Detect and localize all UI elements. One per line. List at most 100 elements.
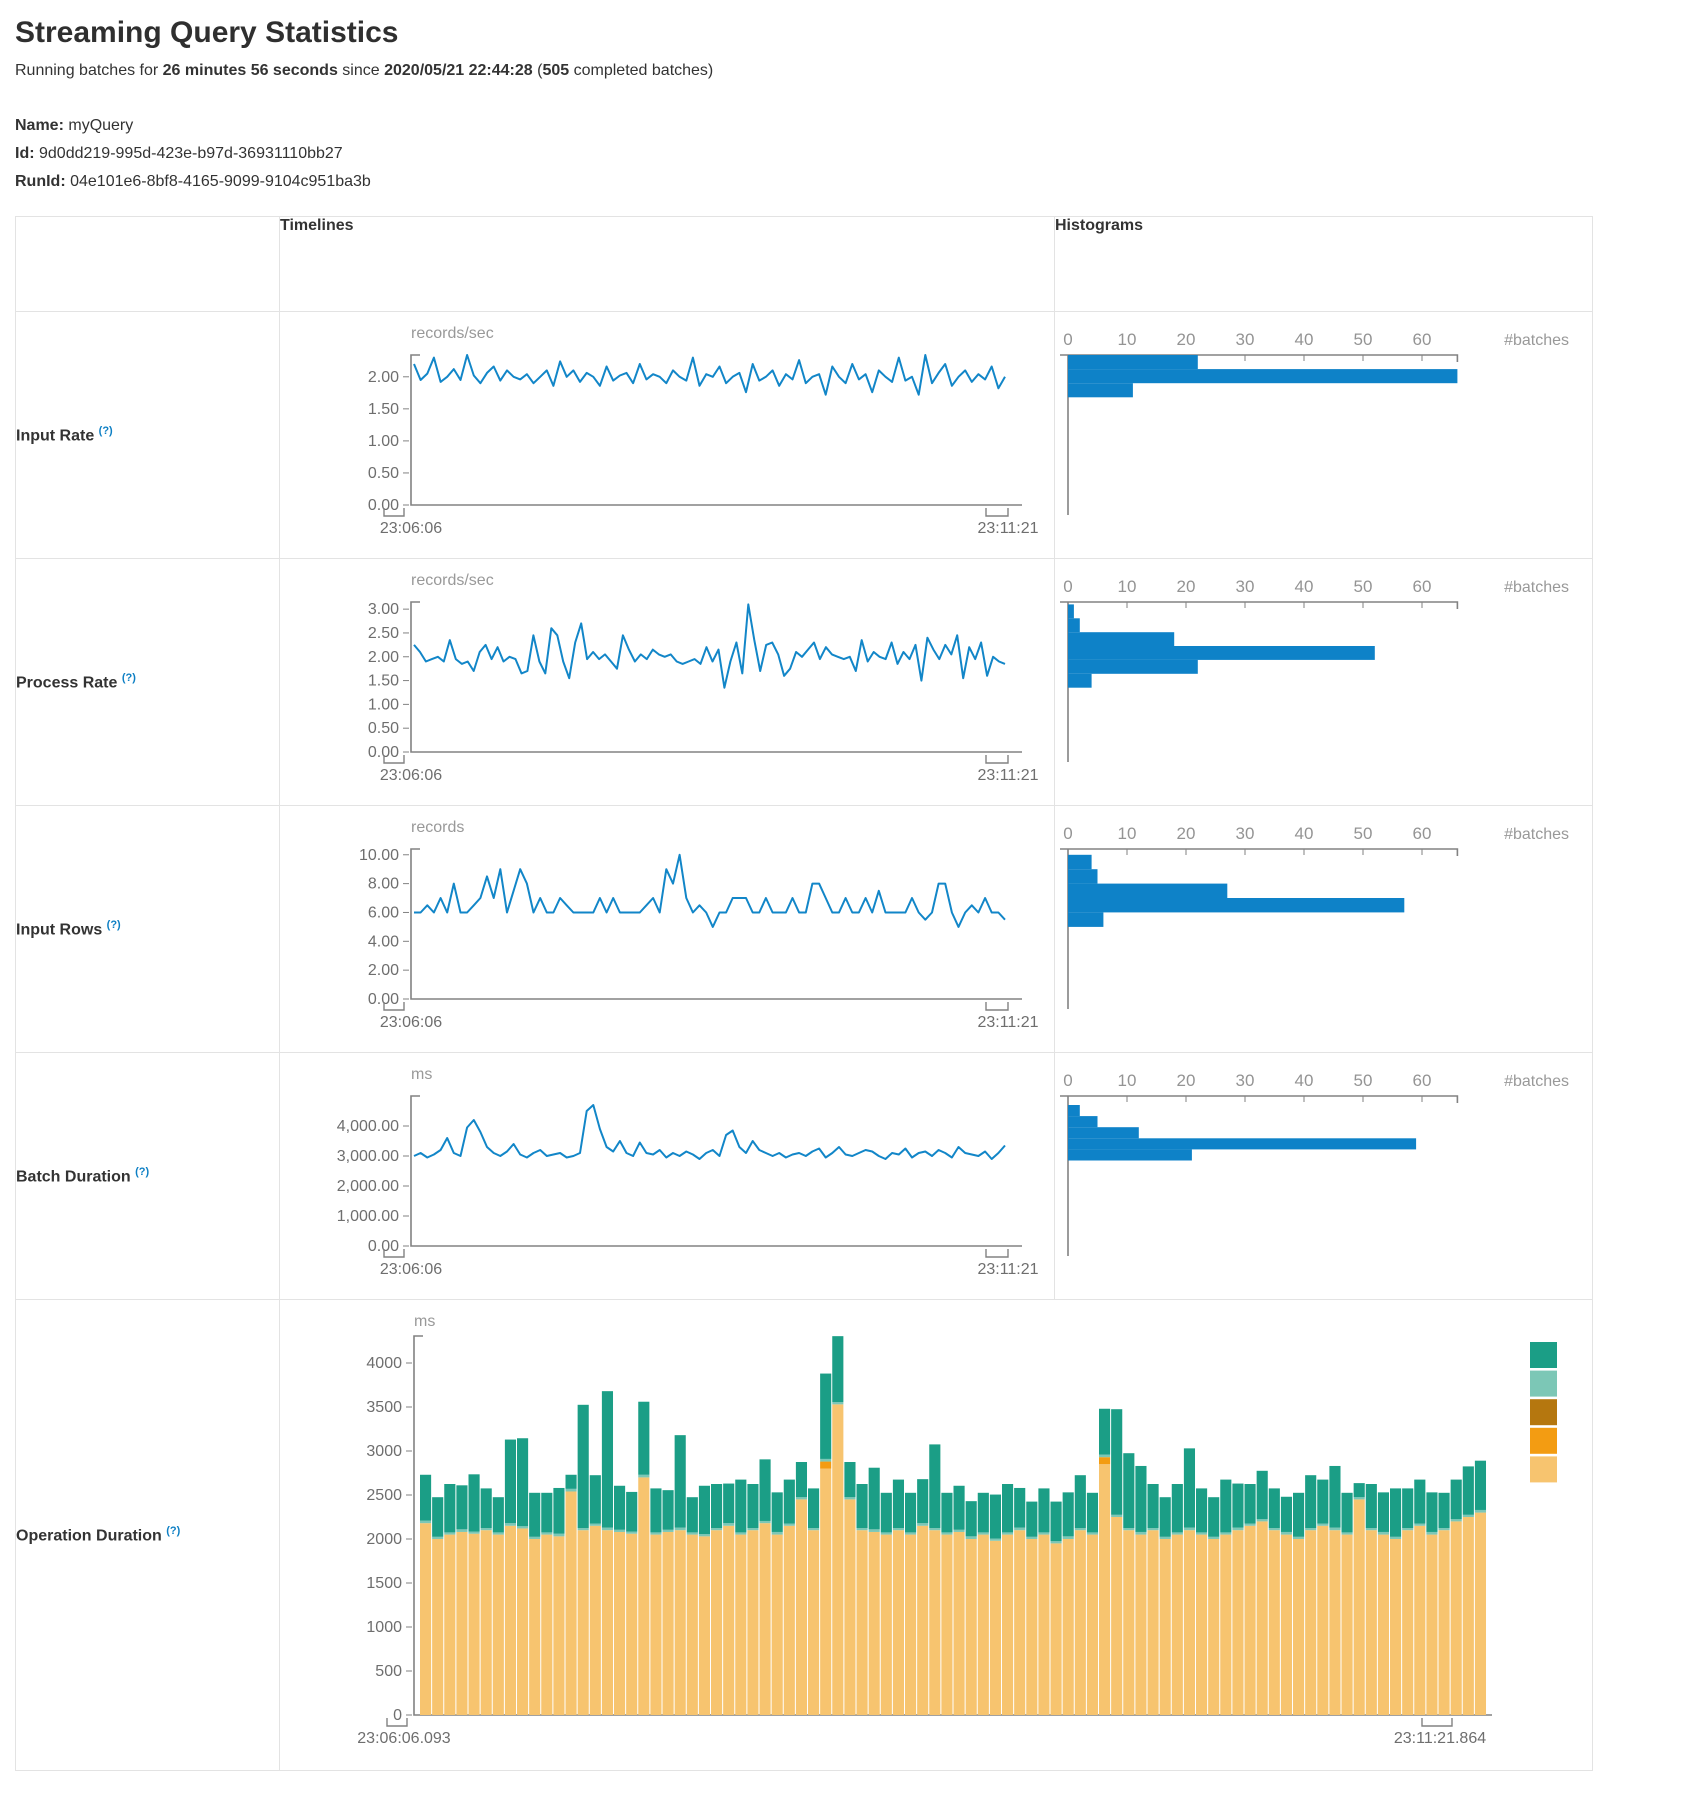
query-runid-value: 04e101e6-8bf8-4165-9099-9104c951ba3b bbox=[70, 173, 371, 190]
svg-text:50: 50 bbox=[1354, 824, 1373, 843]
svg-text:23:06:06: 23:06:06 bbox=[380, 520, 442, 537]
input-rows-label: Input Rows bbox=[16, 921, 103, 939]
svg-text:20: 20 bbox=[1177, 330, 1196, 349]
running-prefix: Running batches for bbox=[15, 62, 159, 79]
start-time: 2020/05/21 22:44:28 bbox=[384, 62, 533, 79]
svg-text:ms: ms bbox=[414, 1313, 435, 1330]
input-rate-timeline-chart[interactable]: records/sec 0.00 0.50 1.00 1.50 2.00 23:06:06 2… bbox=[280, 312, 1050, 558]
svg-text:2.00: 2.00 bbox=[368, 649, 399, 666]
column-header-histograms: Histograms bbox=[1054, 216, 1593, 312]
query-runid-label: RunId: bbox=[15, 173, 66, 190]
query-name-label: Name: bbox=[15, 117, 64, 134]
query-id-label: Id: bbox=[15, 145, 35, 162]
svg-text:4.00: 4.00 bbox=[368, 933, 399, 950]
help-icon[interactable]: (?) bbox=[121, 671, 136, 684]
process-rate-timeline-chart[interactable]: records/sec 0.00 0.50 1.00 1.50 2.00 2.50 3.00 2… bbox=[280, 559, 1050, 805]
svg-text:30: 30 bbox=[1236, 577, 1255, 596]
query-runid-line: RunId: 04e101e6-8bf8-4165-9099-9104c951b… bbox=[15, 168, 1678, 196]
svg-text:0: 0 bbox=[1063, 1071, 1072, 1090]
svg-text:50: 50 bbox=[1354, 1071, 1373, 1090]
svg-text:1.00: 1.00 bbox=[368, 433, 399, 450]
svg-text:20: 20 bbox=[1177, 824, 1196, 843]
row-label-operation-duration: Operation Duration (?) bbox=[15, 1299, 280, 1771]
svg-text:20: 20 bbox=[1177, 577, 1196, 596]
svg-text:30: 30 bbox=[1236, 824, 1255, 843]
svg-text:1,000.00: 1,000.00 bbox=[337, 1208, 399, 1225]
input-rate-histogram-chart[interactable]: 0 10 20 30 40 50 60 #batches bbox=[1055, 312, 1590, 558]
svg-text:23:11:21.864: 23:11:21.864 bbox=[1394, 1730, 1486, 1747]
column-header-timelines: Timelines bbox=[279, 216, 1055, 312]
svg-text:0.50: 0.50 bbox=[368, 465, 399, 482]
svg-text:#batches: #batches bbox=[1504, 1073, 1569, 1090]
svg-text:0: 0 bbox=[393, 1707, 402, 1724]
svg-text:10: 10 bbox=[1118, 824, 1137, 843]
svg-text:0.00: 0.00 bbox=[368, 497, 399, 514]
svg-text:6.00: 6.00 bbox=[368, 904, 399, 921]
svg-text:60: 60 bbox=[1413, 577, 1432, 596]
stats-table: Timelines Histograms Input Rate (?) reco… bbox=[15, 216, 1593, 1771]
svg-text:2000: 2000 bbox=[366, 1531, 402, 1548]
svg-text:30: 30 bbox=[1236, 330, 1255, 349]
query-name-value: myQuery bbox=[68, 117, 134, 134]
svg-text:#batches: #batches bbox=[1504, 579, 1569, 596]
help-icon[interactable]: (?) bbox=[98, 424, 113, 437]
svg-text:4000: 4000 bbox=[366, 1355, 402, 1372]
svg-text:0.00: 0.00 bbox=[368, 744, 399, 761]
query-name-line: Name: myQuery bbox=[15, 112, 1678, 140]
operation-duration-row: Operation Duration (?) ms 0 500 1000 1500 200… bbox=[15, 1299, 1593, 1771]
query-id-value: 9d0dd219-995d-423e-b97d-36931110bb27 bbox=[39, 145, 343, 162]
svg-text:3000: 3000 bbox=[366, 1443, 402, 1460]
svg-text:23:06:06: 23:06:06 bbox=[380, 1014, 442, 1031]
svg-text:2,000.00: 2,000.00 bbox=[337, 1178, 399, 1195]
row-label-input-rate: Input Rate (?) bbox=[15, 311, 280, 559]
input-rows-row: Input Rows (?) records 0.00 2.00 4.00 6.00 8.… bbox=[15, 805, 1593, 1053]
help-icon[interactable]: (?) bbox=[106, 918, 121, 931]
since-word: since bbox=[342, 62, 380, 79]
svg-text:10: 10 bbox=[1118, 330, 1137, 349]
process-rate-histogram-chart[interactable]: 0 10 20 30 40 50 60 #batches bbox=[1055, 559, 1590, 805]
running-summary: Running batches for 26 minutes 56 second… bbox=[15, 62, 1678, 80]
svg-text:4,000.00: 4,000.00 bbox=[337, 1118, 399, 1135]
header-empty-cell bbox=[15, 216, 280, 312]
query-id-line: Id: 9d0dd219-995d-423e-b97d-36931110bb27 bbox=[15, 140, 1678, 168]
help-icon[interactable]: (?) bbox=[166, 1524, 181, 1537]
svg-text:50: 50 bbox=[1354, 330, 1373, 349]
help-icon[interactable]: (?) bbox=[135, 1165, 150, 1178]
process-rate-label: Process Rate bbox=[16, 674, 118, 692]
svg-text:2.00: 2.00 bbox=[368, 369, 399, 386]
svg-text:40: 40 bbox=[1295, 577, 1314, 596]
svg-text:60: 60 bbox=[1413, 330, 1432, 349]
stats-header-row: Timelines Histograms bbox=[15, 216, 1593, 312]
row-label-batch-duration: Batch Duration (?) bbox=[15, 1052, 280, 1300]
svg-text:3.00: 3.00 bbox=[368, 601, 399, 618]
input-rows-timeline-chart[interactable]: records 0.00 2.00 4.00 6.00 8.00 10.00 23:06:06… bbox=[280, 806, 1050, 1052]
batch-duration-histogram-chart[interactable]: 0 10 20 30 40 50 60 #batches bbox=[1055, 1053, 1590, 1299]
svg-text:0.00: 0.00 bbox=[368, 991, 399, 1008]
batch-duration-row: Batch Duration (?) ms 0.00 1,000.00 2,000.0… bbox=[15, 1052, 1593, 1300]
page-title: Streaming Query Statistics bbox=[15, 16, 399, 49]
batch-duration-timeline-chart[interactable]: ms 0.00 1,000.00 2,000.00 3,000.00 4,000.00 23… bbox=[280, 1053, 1050, 1299]
svg-text:10: 10 bbox=[1118, 577, 1137, 596]
batch-duration-label: Batch Duration bbox=[16, 1168, 131, 1186]
legend-swatch bbox=[1530, 1342, 1557, 1368]
input-rate-label: Input Rate bbox=[16, 427, 95, 445]
svg-text:#batches: #batches bbox=[1504, 826, 1569, 843]
svg-text:23:11:21: 23:11:21 bbox=[977, 1261, 1038, 1278]
query-meta: Name: myQuery Id: 9d0dd219-995d-423e-b97… bbox=[15, 112, 1678, 196]
svg-text:500: 500 bbox=[375, 1663, 402, 1680]
svg-text:23:06:06: 23:06:06 bbox=[380, 767, 442, 784]
svg-text:40: 40 bbox=[1295, 330, 1314, 349]
svg-text:23:06:06.093: 23:06:06.093 bbox=[357, 1730, 451, 1747]
legend-swatch bbox=[1530, 1427, 1557, 1454]
input-rows-histogram-chart[interactable]: 0 10 20 30 40 50 60 #batches bbox=[1055, 806, 1590, 1052]
svg-text:0: 0 bbox=[1063, 330, 1072, 349]
legend-swatch bbox=[1530, 1399, 1557, 1426]
svg-text:23:11:21: 23:11:21 bbox=[977, 520, 1038, 537]
streaming-query-statistics-page: Streaming Query Statistics Running batch… bbox=[0, 16, 1693, 1771]
row-label-process-rate: Process Rate (?) bbox=[15, 558, 280, 806]
svg-text:40: 40 bbox=[1295, 824, 1314, 843]
svg-text:1.50: 1.50 bbox=[368, 673, 399, 690]
row-label-input-rows: Input Rows (?) bbox=[15, 805, 280, 1053]
operation-duration-stacked-chart[interactable]: ms 0 500 1000 1500 2000 2500 3000 3500 4000 23:06:… bbox=[280, 1300, 1588, 1770]
svg-text:2500: 2500 bbox=[366, 1487, 402, 1504]
